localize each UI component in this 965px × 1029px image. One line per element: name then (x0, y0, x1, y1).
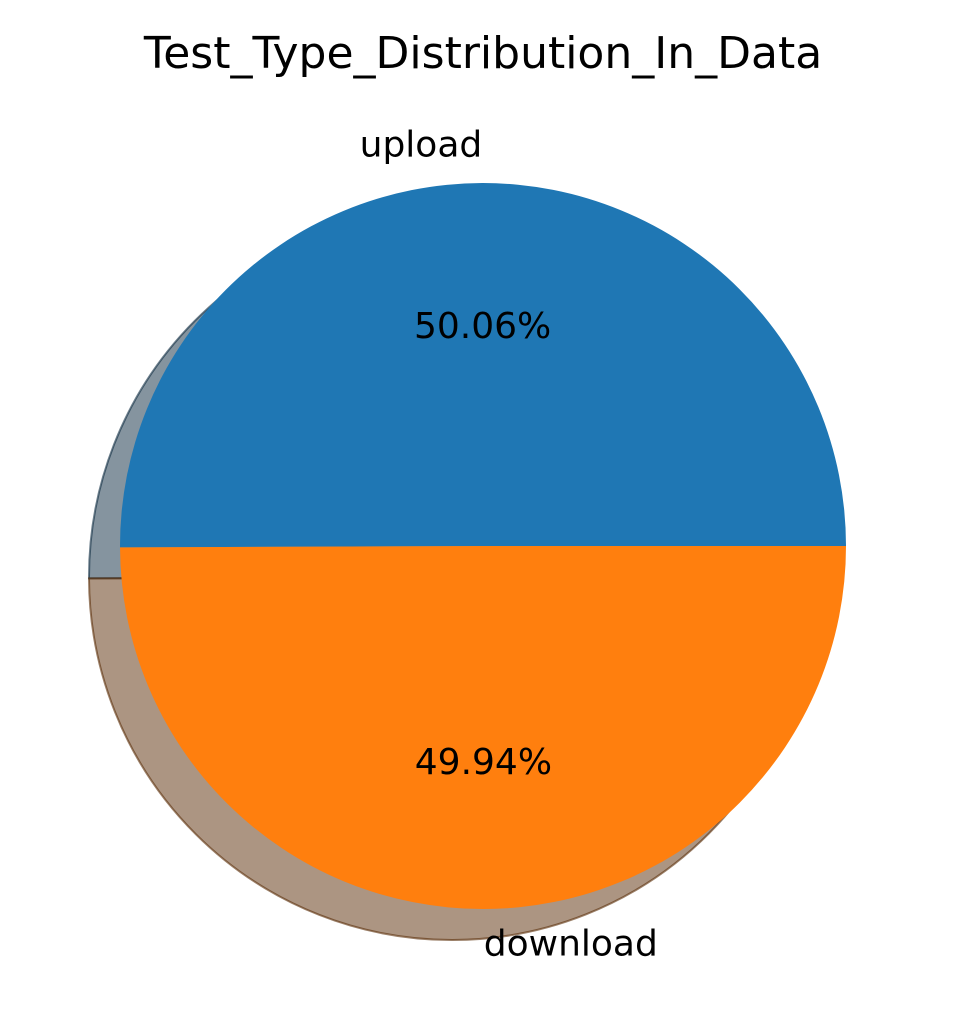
pie-slice-upload (120, 183, 847, 548)
pie-slice-download (120, 546, 847, 910)
pie-labels: upload 50.06% download 49.94% (360, 125, 658, 965)
pct-label-download: 49.94% (415, 742, 552, 783)
slice-label-download: download (484, 923, 658, 964)
slice-label-upload: upload (360, 125, 483, 166)
pct-label-upload: 50.06% (414, 306, 551, 347)
pie-slices (120, 183, 847, 910)
chart-title: Test_Type_Distribution_In_Data (143, 28, 822, 79)
